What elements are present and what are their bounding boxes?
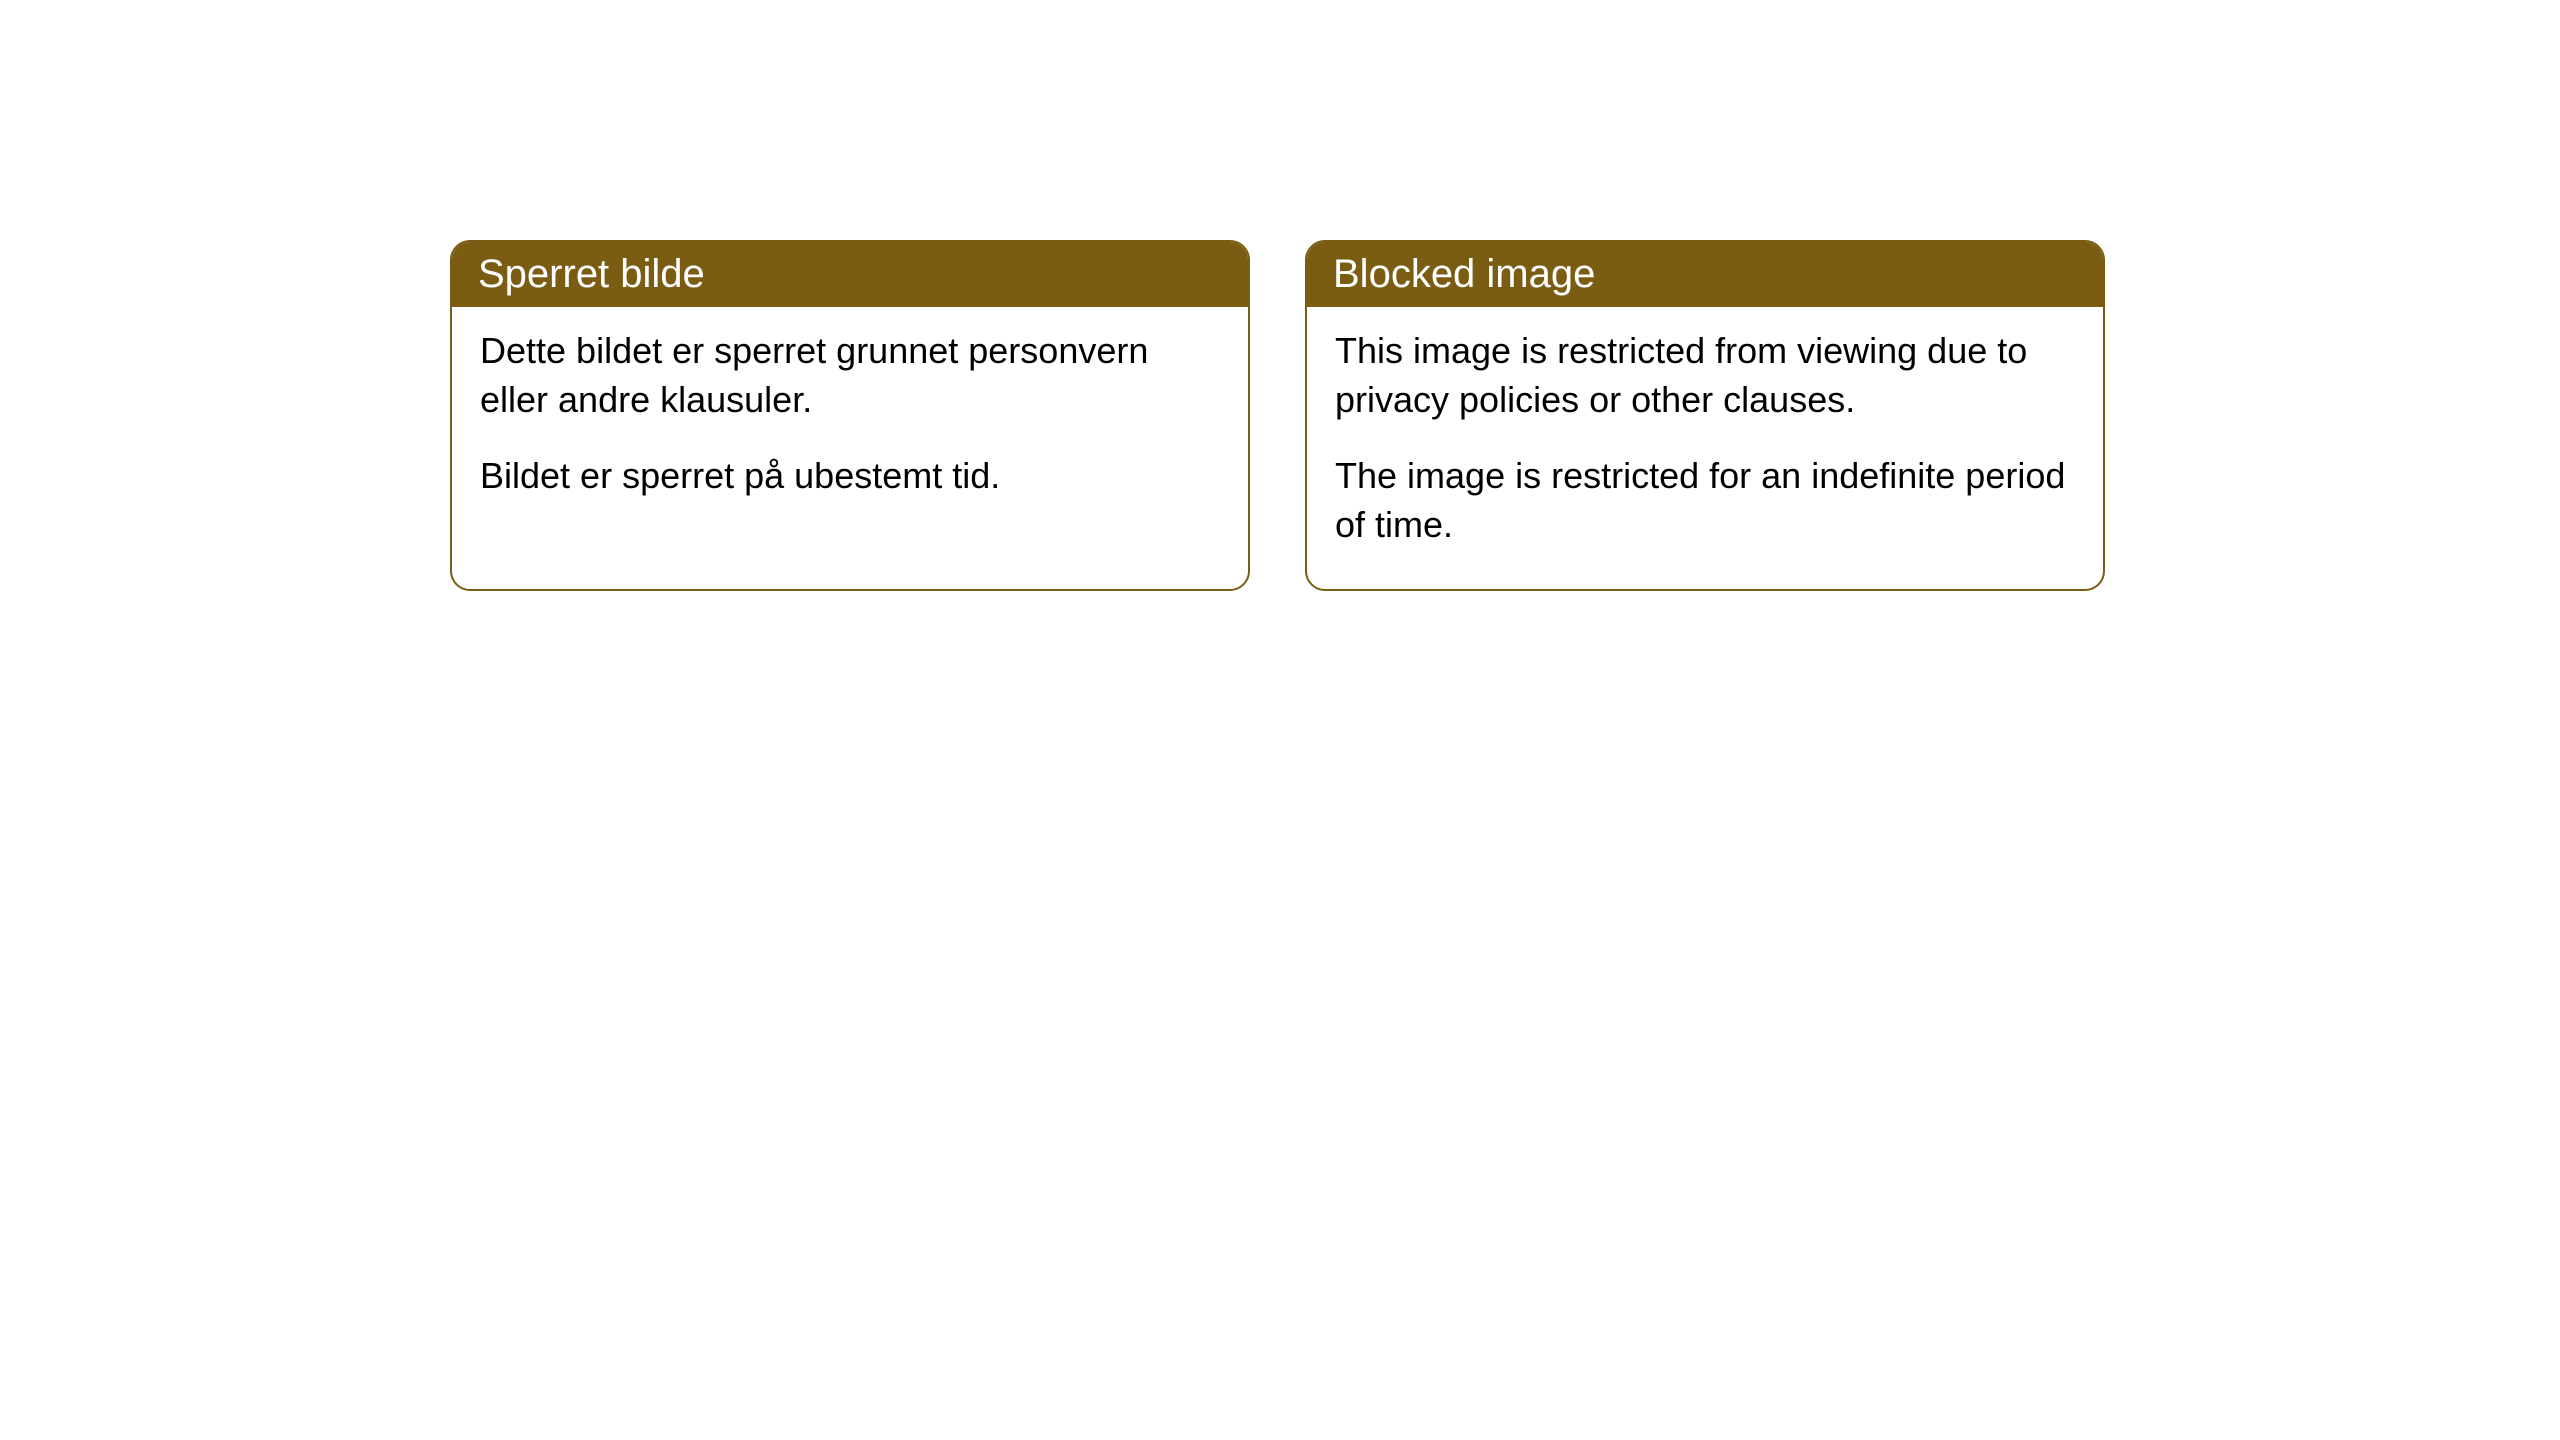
card-header: Sperret bilde [452,242,1248,307]
card-header: Blocked image [1307,242,2103,307]
card-title: Sperret bilde [478,252,705,296]
card-paragraph: Bildet er sperret på ubestemt tid. [480,452,1220,501]
notice-card-english: Blocked image This image is restricted f… [1305,240,2105,591]
notice-card-norwegian: Sperret bilde Dette bildet er sperret gr… [450,240,1250,591]
card-body: Dette bildet er sperret grunnet personve… [452,307,1248,541]
card-title: Blocked image [1333,252,1595,296]
card-paragraph: Dette bildet er sperret grunnet personve… [480,327,1220,424]
card-paragraph: The image is restricted for an indefinit… [1335,452,2075,549]
card-body: This image is restricted from viewing du… [1307,307,2103,589]
notice-cards-container: Sperret bilde Dette bildet er sperret gr… [450,240,2560,591]
card-paragraph: This image is restricted from viewing du… [1335,327,2075,424]
